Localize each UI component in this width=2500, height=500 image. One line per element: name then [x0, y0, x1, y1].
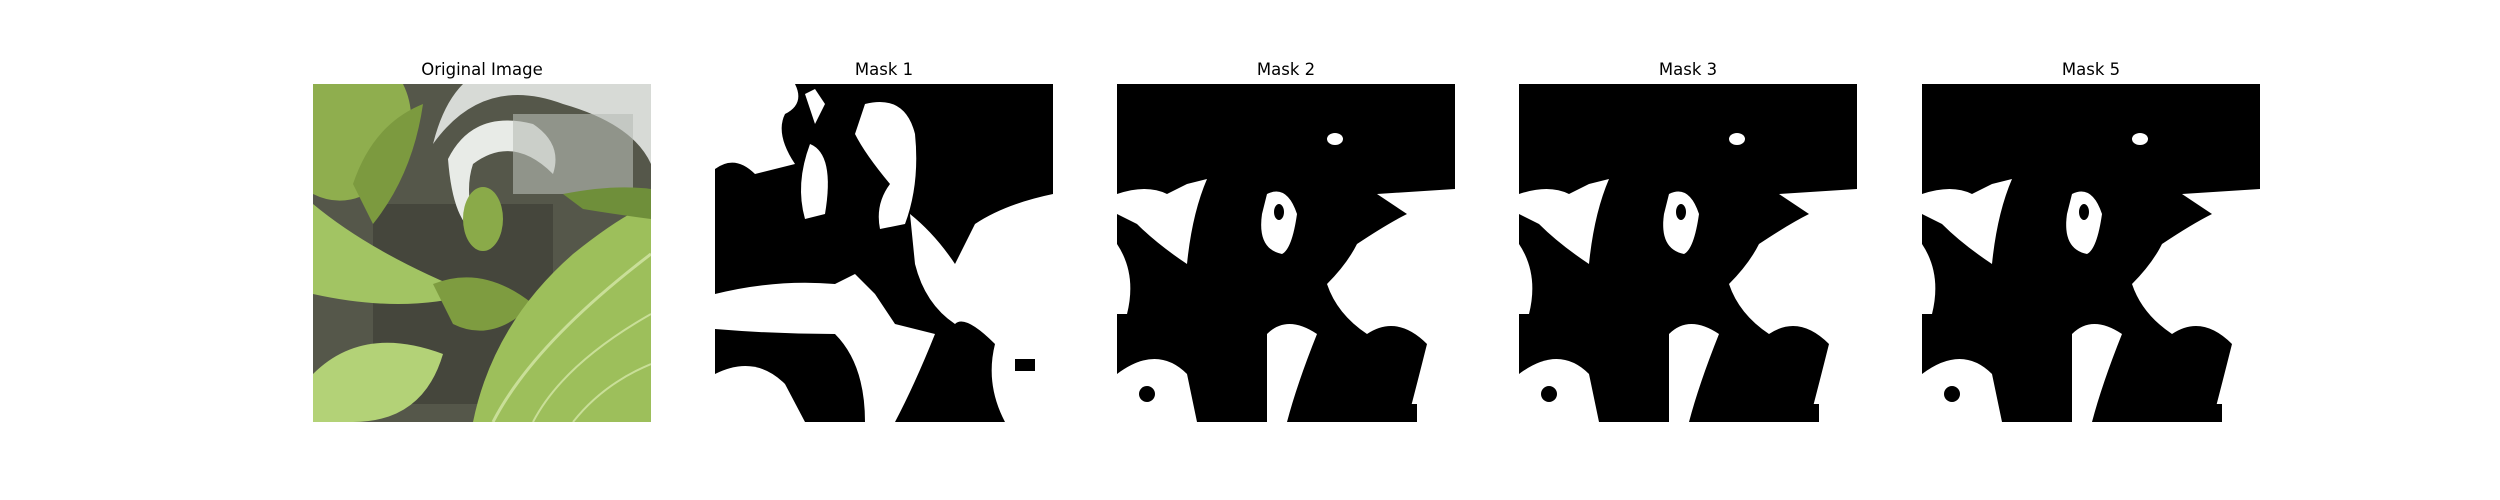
mask-3-image — [1519, 84, 1857, 422]
mask-3-panel: Mask 3 — [1519, 56, 1857, 422]
panel-title-mask-2: Mask 2 — [1256, 60, 1316, 79]
panel-title-mask-5: Mask 5 — [2061, 60, 2121, 79]
mask-5-image — [1922, 84, 2260, 422]
original-image-panel: Original Image — [313, 56, 651, 422]
mask-1-panel: Mask 1 — [715, 56, 1053, 422]
mask-5-panel: Mask 5 — [1922, 56, 2260, 422]
mask-1-image — [715, 84, 1053, 422]
mask-2-panel: Mask 2 — [1117, 56, 1455, 422]
panel-title-mask-3: Mask 3 — [1658, 60, 1718, 79]
panel-title-mask-1: Mask 1 — [854, 60, 914, 79]
original-image — [313, 84, 651, 422]
mask-2-image — [1117, 84, 1455, 422]
panel-title-original-image: Original Image — [421, 60, 543, 79]
